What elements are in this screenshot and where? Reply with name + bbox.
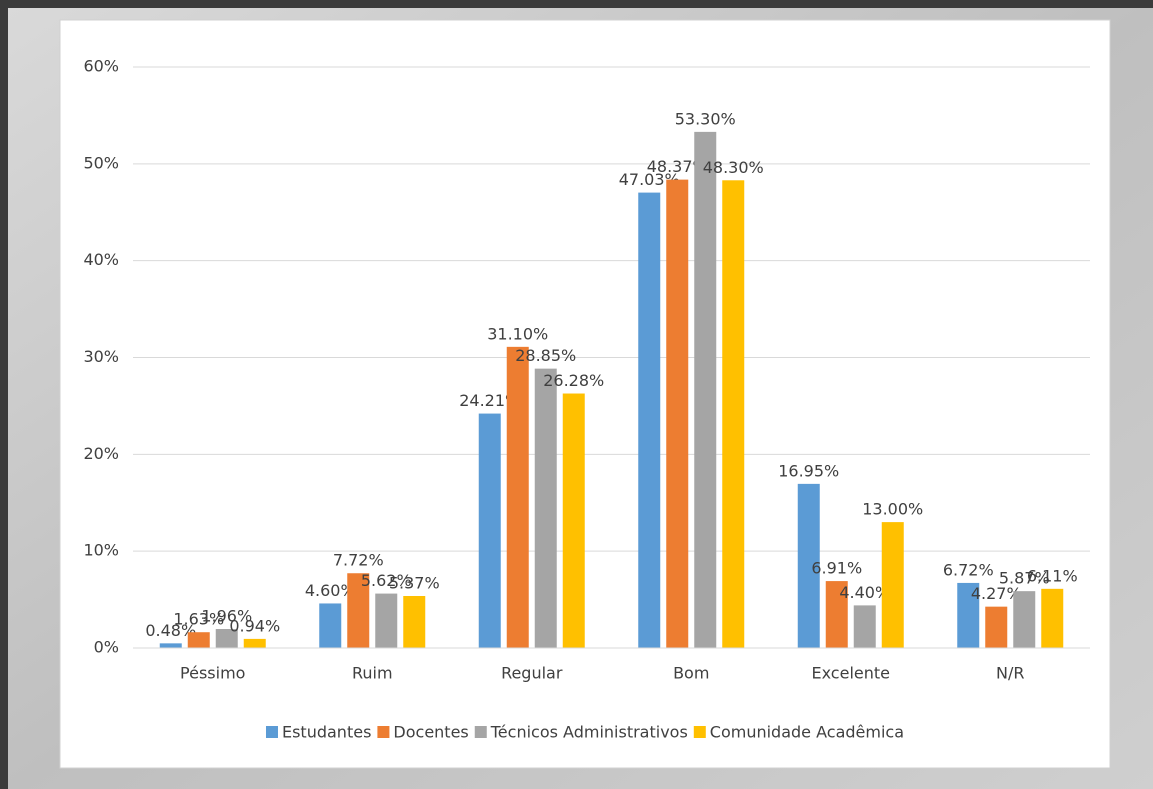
data-label: 1.96% — [201, 607, 252, 626]
y-tick-label: 50% — [83, 153, 119, 172]
legend-swatch — [693, 726, 706, 738]
bar — [694, 131, 717, 649]
data-label: 16.95% — [778, 461, 839, 480]
data-label: 47.03% — [619, 170, 680, 189]
bar — [562, 393, 585, 648]
bar — [506, 346, 529, 648]
data-label: 5.37% — [389, 574, 440, 593]
data-label: 0.48% — [145, 621, 196, 640]
data-label: 53.30% — [675, 109, 736, 128]
data-label: 4.40% — [839, 583, 890, 602]
bar — [957, 582, 980, 648]
bar — [347, 573, 370, 648]
bar — [985, 606, 1008, 648]
bar — [534, 368, 557, 648]
data-label: 1.63% — [173, 610, 224, 629]
x-tick-label: Péssimo — [180, 664, 245, 683]
data-label: 24.21% — [459, 391, 520, 410]
x-tick-label: Bom — [673, 664, 709, 683]
data-label: 5.87% — [999, 569, 1050, 588]
legend-swatch — [265, 726, 278, 738]
bar — [1013, 591, 1036, 648]
y-tick-label: 10% — [83, 541, 119, 560]
bar — [319, 603, 342, 648]
x-tick-label: N/R — [996, 664, 1024, 683]
legend-label: Estudantes — [282, 723, 371, 742]
data-label: 6.72% — [943, 560, 994, 579]
data-label: 31.10% — [487, 324, 548, 343]
bar — [187, 632, 210, 648]
bar — [825, 581, 848, 648]
y-tick-label: 40% — [83, 250, 119, 269]
data-label: 4.60% — [305, 581, 356, 600]
y-tick-label: 20% — [83, 444, 119, 463]
x-tick-label: Ruim — [352, 664, 393, 683]
x-tick-label: Regular — [501, 664, 563, 683]
data-label: 7.72% — [333, 551, 384, 570]
bar — [797, 483, 820, 648]
data-label: 48.30% — [703, 158, 764, 177]
legend-label: Docentes — [393, 723, 468, 742]
bar — [215, 629, 238, 648]
legend-label: Técnicos Administrativos — [490, 723, 688, 742]
bar — [722, 180, 745, 649]
bar — [243, 638, 266, 648]
data-label: 26.28% — [543, 371, 604, 390]
data-label: 5.62% — [361, 571, 412, 590]
chart-area — [59, 19, 1111, 769]
data-label: 48.37% — [647, 157, 708, 176]
data-label: 13.00% — [862, 500, 923, 519]
bar — [375, 593, 398, 648]
data-label: 6.11% — [1027, 566, 1078, 585]
legend-label: Comunidade Acadêmica — [710, 723, 904, 742]
legend-swatch — [474, 726, 487, 738]
bar — [159, 643, 182, 648]
bar — [666, 179, 689, 648]
bar — [881, 522, 904, 648]
data-label: 28.85% — [515, 346, 576, 365]
data-label: 6.91% — [811, 559, 862, 578]
bar — [853, 605, 876, 648]
data-label: 4.27% — [971, 584, 1022, 603]
bar — [638, 192, 661, 648]
x-tick-label: Excelente — [812, 664, 890, 683]
bar — [403, 596, 426, 648]
y-tick-label: 0% — [94, 638, 119, 657]
y-tick-label: 60% — [83, 57, 119, 76]
data-label: 0.94% — [229, 616, 280, 635]
bar — [1041, 588, 1064, 648]
y-tick-label: 30% — [83, 347, 119, 366]
legend-swatch — [377, 726, 390, 738]
bar — [478, 413, 501, 648]
